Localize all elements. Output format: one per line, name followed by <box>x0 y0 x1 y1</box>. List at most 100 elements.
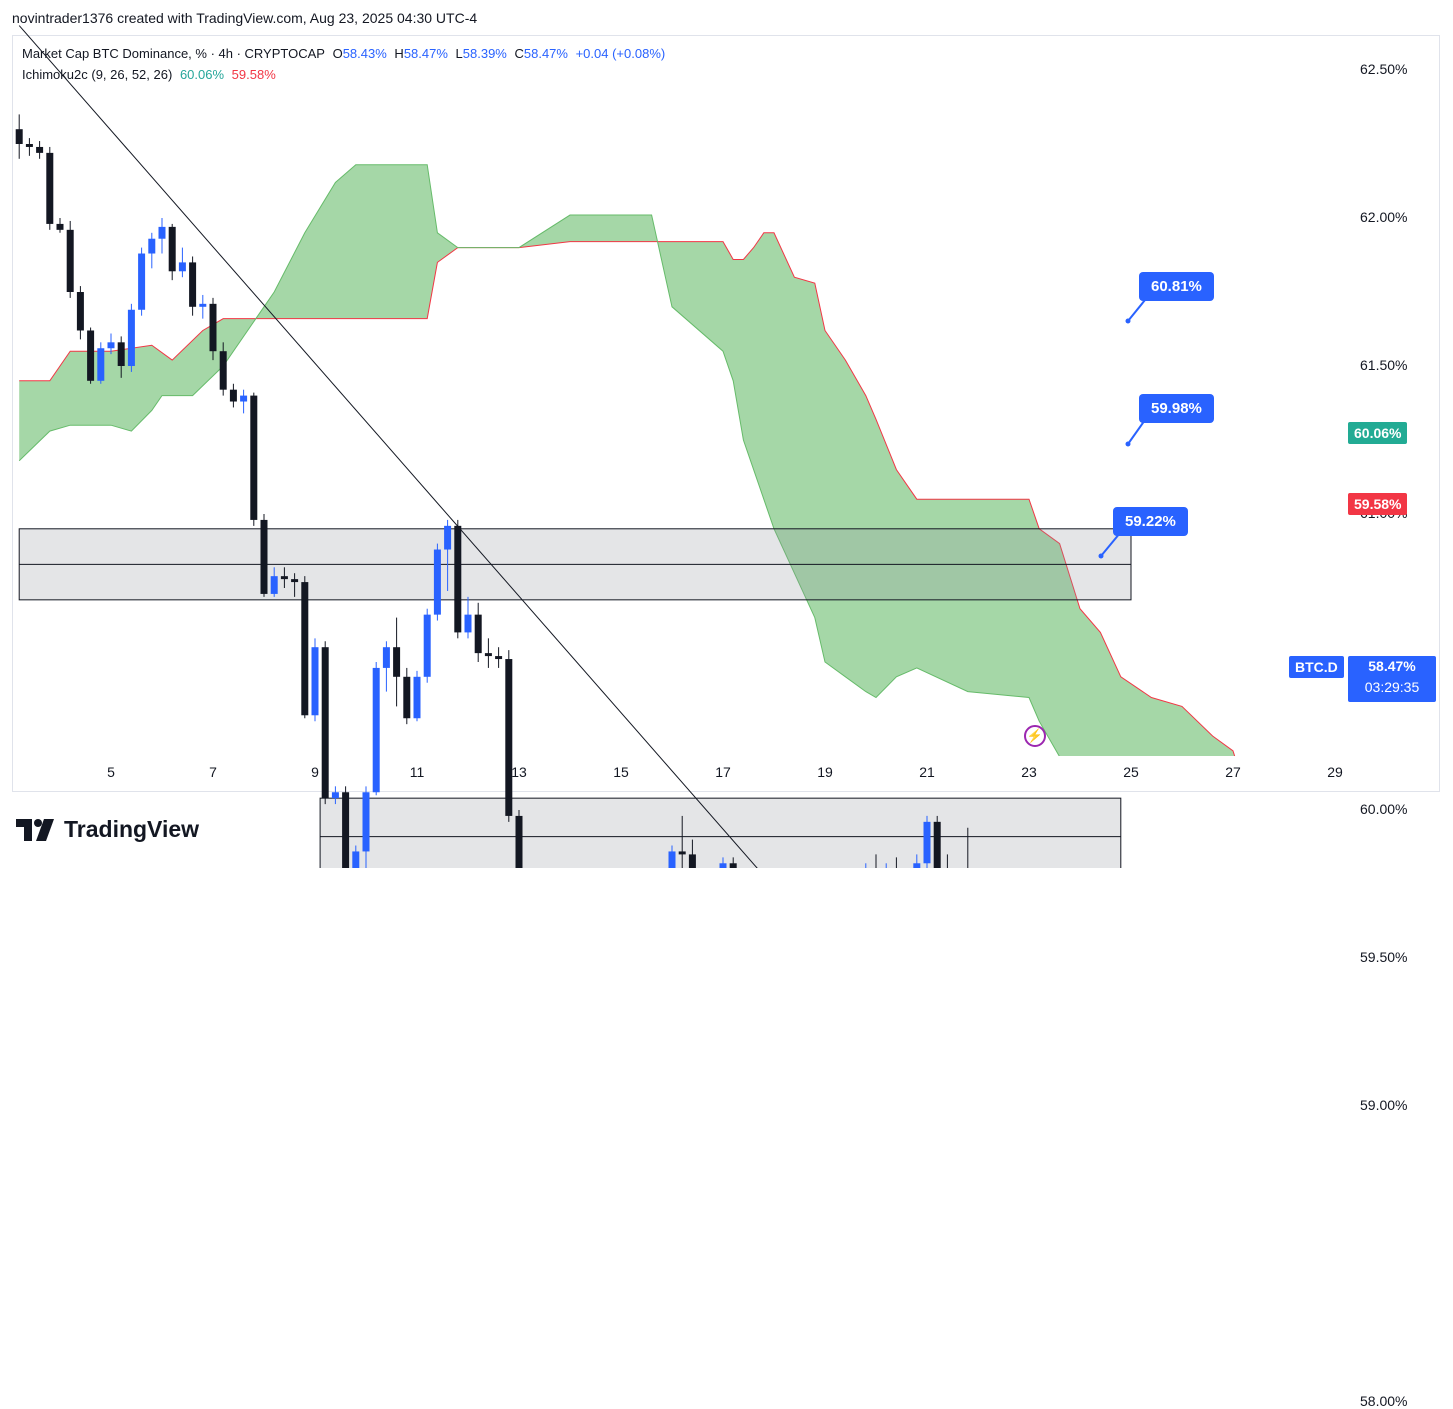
candle-body-38 <box>403 676 411 719</box>
candle-body-25 <box>270 576 278 594</box>
tradingview-wordmark: TradingView <box>64 816 200 842</box>
y-tick-label: 59.50% <box>1360 949 1408 965</box>
ichimoku-red-price-tag: 59.58% <box>1348 493 1408 515</box>
x-tick-label: 7 <box>209 764 217 780</box>
candle-body-22 <box>240 395 248 402</box>
support-resistance-zone-2 <box>319 797 1122 868</box>
legend-low-label: L <box>455 46 463 61</box>
candle-body-40 <box>423 614 431 677</box>
candle-body-1 <box>25 144 33 147</box>
candle-body-17 <box>189 262 197 307</box>
legend-open-label: O <box>332 46 343 61</box>
callout-60-81[interactable]: 60.81% <box>1139 272 1214 301</box>
candle-body-37 <box>393 647 401 677</box>
legend-close-value: 58.47% <box>523 46 568 61</box>
candle-body-35 <box>372 667 380 793</box>
candle-body-0 <box>15 129 23 144</box>
candle-body-46 <box>484 653 492 657</box>
candle-body-15 <box>168 226 176 272</box>
callout-pointer-1 <box>1127 299 1146 322</box>
chart-frame <box>12 35 1440 792</box>
callout-59-98[interactable]: 59.98% <box>1139 394 1214 423</box>
tradingview-logo: TradingView <box>16 816 199 843</box>
candle-body-48 <box>505 659 513 816</box>
candle-body-7 <box>87 330 95 381</box>
x-tick-label: 25 <box>1123 764 1139 780</box>
legend-indicator-value-2: 59.58% <box>231 67 276 82</box>
candle-body-3 <box>46 152 54 224</box>
candle-body-45 <box>474 614 482 654</box>
callout-anchor-1 <box>1125 318 1131 324</box>
candle-body-65 <box>678 851 686 855</box>
candle-body-41 <box>433 549 441 615</box>
candle-body-9 <box>107 342 115 349</box>
legend-close-label: C <box>514 46 524 61</box>
candle-body-12 <box>138 253 146 310</box>
x-tick-label: 21 <box>919 764 935 780</box>
legend-high-label: H <box>394 46 404 61</box>
candle-body-5 <box>66 229 74 292</box>
candle-body-27 <box>291 579 299 583</box>
candle-body-6 <box>76 292 84 331</box>
x-tick-label: 23 <box>1021 764 1037 780</box>
candle-body-32 <box>342 792 350 868</box>
legend-low-value: 58.39% <box>462 46 507 61</box>
candle-body-24 <box>260 519 268 594</box>
price-chart[interactable] <box>0 0 1453 868</box>
chart-legend-indicator: Ichimoku2c (9, 26, 52, 26) 60.06% 59.58% <box>22 67 280 82</box>
candle-body-39 <box>413 676 421 719</box>
candle-body-90 <box>933 821 941 868</box>
ichimoku-cloud <box>19 164 1235 756</box>
x-tick-label: 13 <box>511 764 527 780</box>
callout-pointer-3 <box>1100 532 1121 557</box>
symbol-badge: BTC.D <box>1289 656 1344 678</box>
candle-body-18 <box>199 303 207 307</box>
x-tick-label: 15 <box>613 764 629 780</box>
candle-body-33 <box>352 851 360 868</box>
x-tick-label: 5 <box>107 764 115 780</box>
descending-trendline <box>18 25 758 868</box>
last-price-box: 58.47% 03:29:35 <box>1348 656 1436 702</box>
callout-anchor-2 <box>1125 441 1131 447</box>
candle-body-42 <box>444 525 452 550</box>
x-tick-label: 11 <box>409 764 425 780</box>
candle-body-30 <box>321 647 329 799</box>
candle-body-8 <box>97 348 105 381</box>
legend-change: +0.04 (+0.08%) <box>575 46 666 61</box>
candle-body-89 <box>923 821 931 864</box>
callout-59-22[interactable]: 59.22% <box>1113 507 1188 536</box>
x-tick-label: 19 <box>817 764 833 780</box>
y-tick-label: 62.00% <box>1360 209 1408 225</box>
candle-body-26 <box>280 576 288 580</box>
candle-body-43 <box>454 525 462 633</box>
legend-indicator-value-1: 60.06% <box>179 67 225 82</box>
x-tick-label: 29 <box>1327 764 1343 780</box>
candle-body-28 <box>301 582 309 716</box>
candle-body-69 <box>719 863 727 868</box>
x-tick-label: 27 <box>1225 764 1241 780</box>
tradingview-logo-icon <box>16 818 54 841</box>
candle-body-66 <box>688 854 696 868</box>
candle-body-47 <box>495 656 503 660</box>
candle-body-2 <box>36 146 44 153</box>
ichimoku-span-a <box>19 232 1236 756</box>
candle-body-11 <box>127 309 135 366</box>
candle-body-19 <box>209 303 217 352</box>
chart-legend-ohlc: Market Cap BTC Dominance, % · 4h · CRYPT… <box>22 46 669 61</box>
candle-body-13 <box>148 238 156 254</box>
candle-body-10 <box>117 342 125 366</box>
candle-body-4 <box>56 223 64 230</box>
bar-countdown: 03:29:35 <box>1364 679 1420 695</box>
y-tick-label: 61.50% <box>1360 357 1408 373</box>
y-tick-label: 58.00% <box>1360 1393 1408 1409</box>
candle-body-21 <box>229 389 237 402</box>
candle-body-29 <box>311 647 319 716</box>
candle-body-36 <box>382 647 390 668</box>
legend-high-value: 58.47% <box>403 46 448 61</box>
candle-body-14 <box>158 226 166 239</box>
y-tick-label: 62.50% <box>1360 61 1408 77</box>
candle-body-34 <box>362 792 370 852</box>
y-tick-label: 59.00% <box>1360 1097 1408 1113</box>
lightning-icon[interactable]: ⚡ <box>1024 725 1046 747</box>
candle-body-16 <box>178 262 186 272</box>
